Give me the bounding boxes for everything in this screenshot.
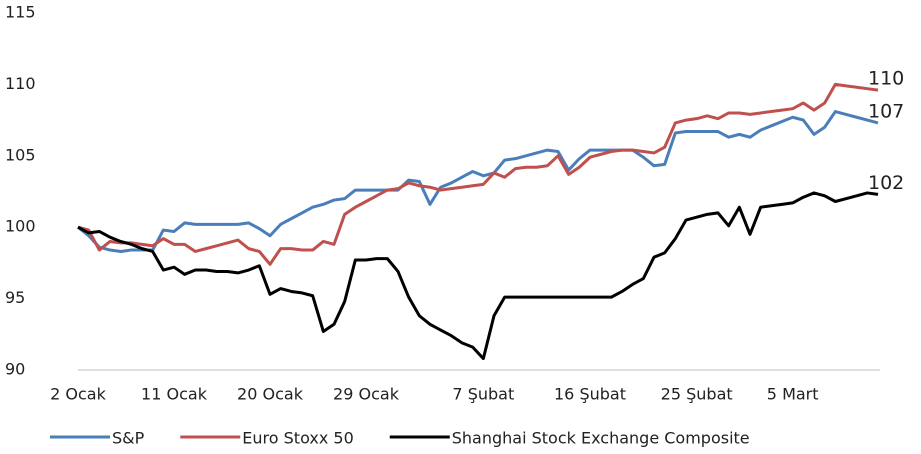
x-tick-label: 29 Ocak [333, 385, 400, 404]
y-tick-label: 105 [5, 145, 36, 164]
x-tick-label: 11 Ocak [141, 385, 208, 404]
y-tick-label: 100 [5, 217, 36, 236]
end-label: 102 [868, 172, 904, 194]
y-tick-label: 90 [5, 360, 25, 379]
x-tick-label: 2 Ocak [50, 385, 106, 404]
x-tick-label: 7 Şubat [452, 385, 514, 404]
legend-label: S&P [112, 429, 145, 448]
x-tick-label: 5 Mart [767, 385, 819, 404]
x-tick-label: 25 Şubat [661, 385, 733, 404]
end-label: 110 [868, 68, 904, 90]
line [77, 110, 879, 253]
line [77, 191, 879, 361]
legend-label: Euro Stoxx 50 [242, 429, 353, 448]
y-tick-label: 115 [5, 3, 36, 22]
end-label: 107 [868, 100, 904, 122]
x-tick-label: 20 Ocak [237, 385, 304, 404]
line [77, 82, 879, 266]
y-tick-label: 95 [5, 288, 25, 307]
legend-label: Shanghai Stock Exchange Composite [452, 429, 750, 448]
x-tick-label: 16 Şubat [554, 385, 626, 404]
y-tick-label: 110 [5, 74, 36, 93]
